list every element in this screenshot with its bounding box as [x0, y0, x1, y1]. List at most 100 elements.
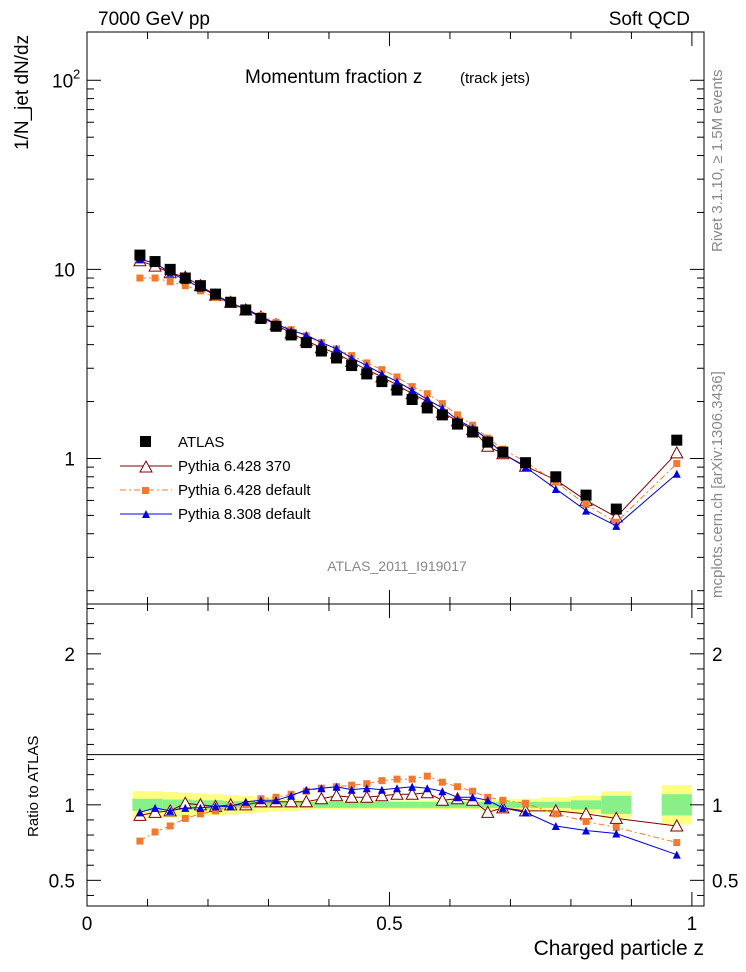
- ratio-stat-uncertainty-band: [661, 794, 692, 816]
- legend-pythia6-370-marker: [139, 459, 153, 473]
- series-atlas-point: [421, 402, 433, 414]
- series-atlas-point: [134, 249, 146, 261]
- ratio-pythia8-default-point: [498, 803, 507, 812]
- ratio-pythia8-default-point: [612, 829, 621, 838]
- series-pythia6-370-point: [669, 445, 684, 459]
- ratio-stat-uncertainty-band: [419, 801, 435, 808]
- ratio-pythia8-default: [135, 782, 681, 859]
- series-pythia6-default-point: [136, 274, 144, 282]
- ratio-stat-uncertainty-band: [570, 800, 602, 810]
- series-atlas-point: [255, 312, 267, 324]
- series-pythia6-default-point: [454, 411, 462, 419]
- ratio-pythia8-default-point: [423, 784, 432, 793]
- legend-entry-pythia6-default: Pythia 6.428 default: [120, 482, 311, 499]
- series-pythia8-default-point: [317, 338, 326, 347]
- ratio-pythia6-370-point: [299, 794, 314, 808]
- series-pythia8-default-point: [332, 344, 341, 353]
- ratio-pythia6-default-point: [612, 823, 620, 831]
- analysis-watermark: ATLAS_2011_I919017: [327, 558, 467, 574]
- legend-atlas-label: ATLAS: [178, 434, 224, 451]
- ratio-pythia6-370-point: [329, 788, 344, 802]
- series-atlas-point: [406, 394, 418, 406]
- ratio-pythia6-default-point: [363, 780, 371, 788]
- main-y-axis-label: 1/N_jet dN/dz: [12, 35, 33, 150]
- legend-pythia6-default-label: Pythia 6.428 default: [178, 482, 311, 499]
- mcplots-reference-label: mcplots.cern.ch [arXiv:1306.3436]: [709, 371, 726, 598]
- ratio-stat-uncertainty-band: [344, 801, 360, 808]
- ratio-y-tick-label: 1: [64, 796, 75, 817]
- ratio-pythia8-default-point: [582, 826, 591, 835]
- ratio-pythia8-default-point: [521, 808, 530, 817]
- ratio-pythia6-default-point: [181, 814, 189, 822]
- legend-entry-pythia8-default: Pythia 8.308 default: [120, 506, 311, 523]
- ratio-pythia6-370-point: [314, 791, 329, 805]
- ratio-pythia6-default-point: [499, 796, 507, 804]
- ratio-pythia6-370-point: [148, 805, 162, 818]
- series-atlas-point: [315, 345, 327, 357]
- series-pythia6-default-point: [673, 460, 681, 468]
- ratio-pythia8-default-point: [226, 802, 235, 811]
- series-atlas: [134, 249, 683, 515]
- x-axis-label: Charged particle z: [534, 937, 704, 960]
- series-atlas-point: [361, 368, 373, 380]
- series-pythia8-default-point: [362, 361, 371, 370]
- main-plot-series: [133, 249, 684, 530]
- ratio-pythia6-default-point: [423, 772, 431, 780]
- ratio-pythia6-default-point: [582, 817, 590, 825]
- x-tick-label: 1: [687, 914, 698, 935]
- series-pythia8-default-point: [408, 386, 417, 395]
- ratio-pythia6-370-point: [375, 788, 389, 802]
- ratio-y-tick-label: 0.5: [49, 871, 75, 892]
- ratio-stat-uncertainty-band: [449, 801, 466, 808]
- ratio-pythia6-370-point: [669, 818, 684, 832]
- ratio-stat-uncertainty-band: [328, 801, 345, 808]
- ratio-pythia8-default-point: [483, 796, 492, 805]
- ratio-pythia8-default-point: [181, 803, 190, 812]
- ratio-y-tick-label-right: 1: [712, 796, 723, 817]
- legend-pythia6-370-label: Pythia 6.428 370: [178, 458, 291, 475]
- ratio-pythia6-default-point: [166, 822, 174, 830]
- ratio-pythia6-default-point: [438, 778, 446, 786]
- ratio-pythia8-default-point: [551, 821, 560, 830]
- legend-entry-pythia6-370: Pythia 6.428 370: [120, 458, 291, 475]
- ratio-pythia8-default-point: [347, 785, 356, 794]
- series-atlas-point: [376, 376, 388, 388]
- ratio-stat-uncertainty-band: [313, 801, 329, 808]
- series-pythia6-default-point: [438, 400, 446, 408]
- series-atlas-point: [550, 471, 562, 483]
- ratio-pythia6-default-point: [552, 810, 560, 818]
- ratio-pythia6-370-point: [284, 794, 298, 808]
- ratio-pythia6-default-point: [196, 810, 204, 818]
- ratio-pythia6-default-point: [378, 777, 386, 785]
- ratio-pythia8-default-point: [672, 850, 681, 859]
- series-pythia8-default-point: [582, 506, 591, 515]
- ratio-pythia8-default-point: [377, 785, 386, 794]
- series-atlas-point: [610, 503, 622, 515]
- ratio-pythia8-default-point: [393, 784, 402, 793]
- x-tick-label: 0: [82, 914, 93, 935]
- ratio-pythia6-370-point: [390, 787, 404, 800]
- ratio-stat-uncertainty-band: [389, 801, 405, 808]
- ratio-pythia6-370-point: [480, 805, 495, 818]
- series-atlas-point: [194, 280, 206, 292]
- series-pythia8-default-point: [423, 395, 432, 404]
- series-pythia8-default-point: [302, 330, 311, 339]
- ratio-pythia8-default-point: [362, 784, 371, 793]
- series-pythia6-default-point: [378, 366, 386, 374]
- legend-entry-atlas: ATLAS: [140, 434, 224, 451]
- main-y-tick-label-exponent: 2: [73, 66, 80, 81]
- ratio-pythia6-370-point: [609, 811, 624, 824]
- series-atlas-point: [497, 446, 509, 458]
- rivet-version-label: Rivet 3.1.10, ≥ 1.5M events: [709, 70, 726, 253]
- main-y-tick-label: 10: [54, 260, 75, 281]
- series-pythia6-default-point: [151, 274, 159, 282]
- series-pythia8-default-point: [377, 369, 386, 378]
- ratio-y-tick-label: 2: [64, 645, 75, 666]
- series-pythia6-default-point: [393, 373, 401, 381]
- ratio-pythia6-default-point: [151, 828, 159, 836]
- ratio-pythia6-370-point: [420, 785, 435, 799]
- ratio-pythia8-default-line: [139, 786, 677, 856]
- series-pythia8-default-point: [393, 377, 402, 386]
- plot-title: Momentum fraction z: [245, 67, 422, 88]
